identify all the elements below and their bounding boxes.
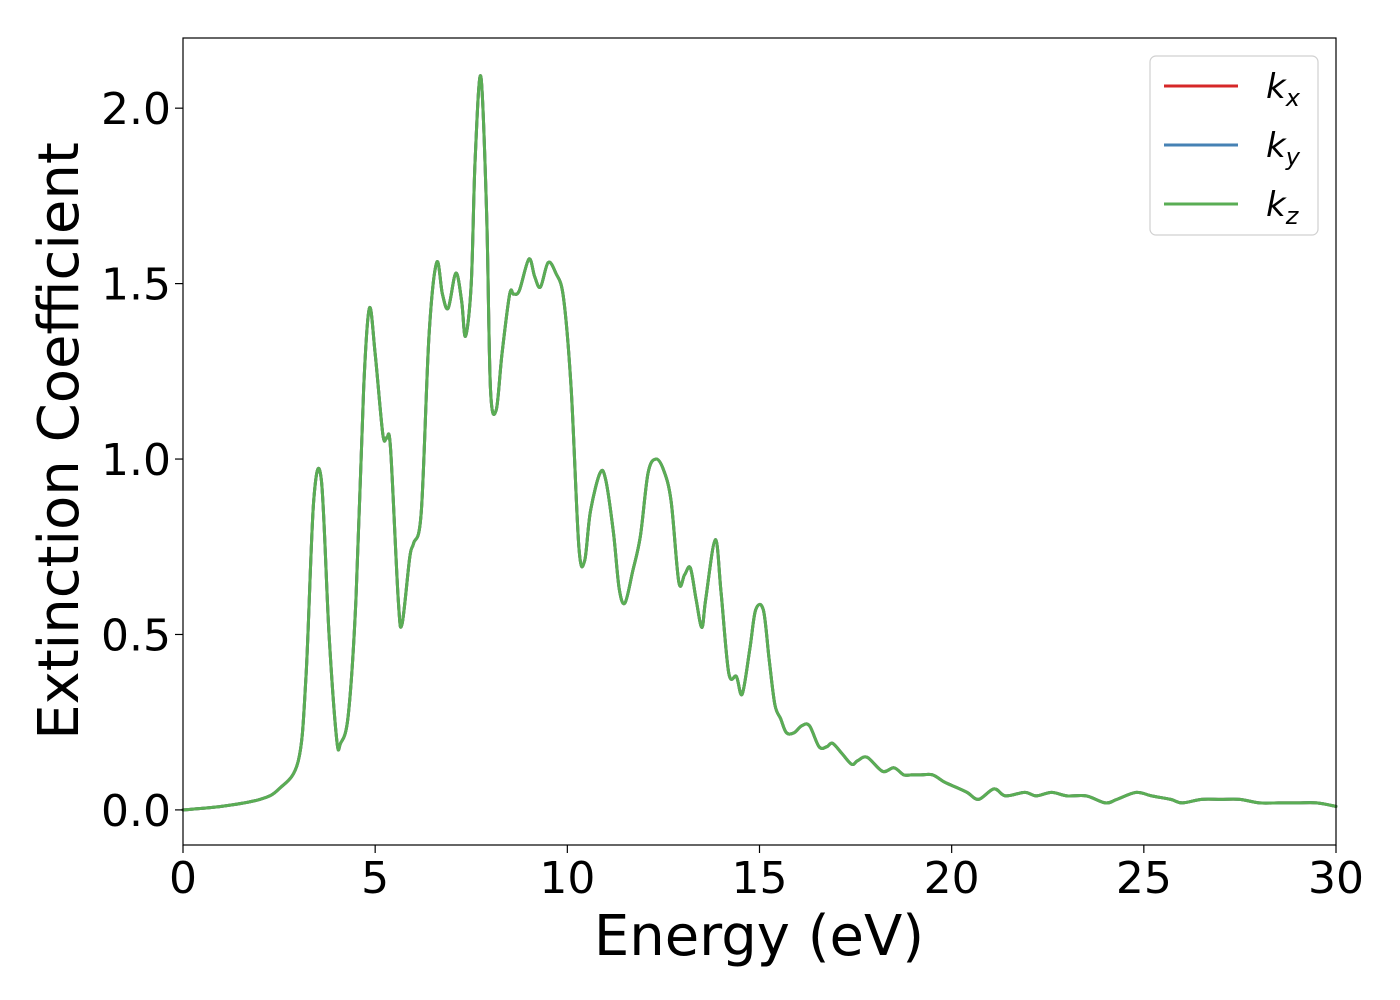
x-tick-label: 0: [169, 853, 197, 904]
y-axis-title: Extinction Coefficient: [27, 142, 92, 740]
y-tick-label: 0.5: [101, 610, 171, 661]
legend-label-x: kx: [1266, 67, 1301, 112]
x-tick-label: 20: [924, 853, 980, 904]
y-tick-label: 1.0: [101, 435, 171, 486]
x-tick-label: 30: [1308, 853, 1364, 904]
legend-label-y: ky: [1266, 126, 1301, 171]
x-axis: 0 5 10 15 20 25 30: [169, 845, 1364, 904]
y-tick-label: 2.0: [101, 84, 171, 135]
series-line-z: [181, 74, 1338, 812]
y-axis: 0.0 0.5 1.0 1.5 2.0: [101, 84, 183, 837]
x-tick-label: 10: [539, 853, 595, 904]
series-layer: [181, 74, 1338, 812]
x-tick-label: 25: [1116, 853, 1172, 904]
x-tick-label: 15: [732, 853, 788, 904]
x-tick-label: 5: [361, 853, 389, 904]
x-axis-title: Energy (eV): [594, 904, 924, 969]
y-tick-label: 0.0: [101, 786, 171, 837]
legend: kx ky kz: [1149, 55, 1319, 236]
legend-label-z: kz: [1266, 185, 1300, 230]
y-tick-label: 1.5: [101, 260, 171, 311]
